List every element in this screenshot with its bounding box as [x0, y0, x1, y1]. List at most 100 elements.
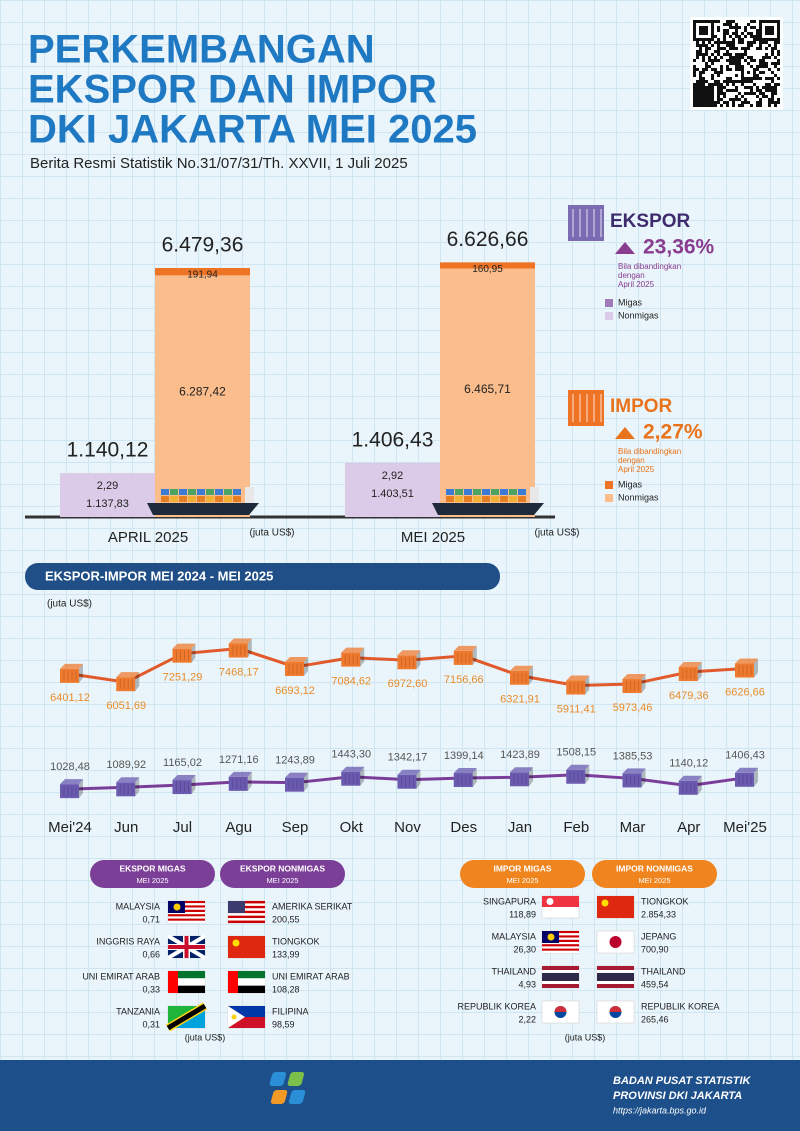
- cube-front: [397, 774, 417, 789]
- table-period: MEI 2025: [638, 876, 670, 885]
- flag-part: [228, 901, 245, 913]
- country-value: 2,22: [518, 1014, 536, 1024]
- x-tick-label: Agu: [225, 819, 252, 836]
- container-icon: [568, 390, 604, 426]
- flag-part: [168, 914, 205, 917]
- flag-part: [168, 978, 205, 986]
- country-value: 26,30: [513, 944, 536, 954]
- cube-top: [60, 779, 83, 785]
- ship-container: [224, 496, 232, 502]
- bps-logo: [269, 1072, 306, 1104]
- ship-container: [491, 489, 499, 495]
- point-marker: [60, 779, 83, 799]
- table-title: EKSPOR NONMIGAS: [240, 863, 325, 873]
- point-marker: [397, 769, 421, 789]
- cube-front: [622, 679, 642, 694]
- country-name: FILIPINA: [272, 1006, 309, 1016]
- value-label: 1140,12: [669, 758, 708, 770]
- ship-bridge: [245, 487, 254, 503]
- country-value: 133,99: [272, 949, 300, 959]
- flag-part: [168, 971, 205, 979]
- flag: [166, 934, 207, 960]
- point-marker: [172, 775, 196, 795]
- flag-part: [601, 899, 609, 907]
- flag: [541, 930, 580, 954]
- point-marker: [735, 658, 758, 678]
- cube-side: [754, 767, 758, 787]
- flag-part: [228, 913, 265, 916]
- change-value: 2,27%: [643, 421, 703, 444]
- value-label: 7084,62: [331, 676, 371, 688]
- category-label: MEI 2025: [401, 529, 465, 546]
- footer-url: https://jakarta.bps.go.id: [613, 1105, 707, 1115]
- table-period: MEI 2025: [506, 876, 538, 885]
- cube-top: [228, 771, 252, 777]
- flag-part: [168, 971, 178, 993]
- flag-part: [228, 918, 265, 921]
- value-label: 1028,48: [50, 761, 90, 773]
- bar-segment: [155, 275, 250, 517]
- segment-label: 2,29: [97, 480, 118, 492]
- flag-part: [542, 935, 579, 938]
- ship-container: [509, 496, 517, 502]
- legend-label: Migas: [618, 297, 643, 307]
- value-label: 5911,41: [557, 703, 596, 715]
- cube-front: [397, 655, 417, 670]
- cube-front: [341, 771, 361, 786]
- value-label: 6321,91: [500, 694, 540, 706]
- value-label: 1271,16: [219, 754, 259, 766]
- segment-label: 2,92: [382, 470, 403, 482]
- total-label: 6.479,36: [162, 234, 244, 257]
- point-marker: [228, 771, 252, 791]
- point-marker: [622, 674, 646, 694]
- flag-part: [168, 912, 205, 915]
- ship-container: [455, 489, 463, 495]
- cube-side: [641, 674, 646, 694]
- ship-container: [491, 496, 499, 502]
- point-marker: [285, 656, 308, 676]
- cube-side: [697, 775, 702, 795]
- flag-part: [168, 907, 205, 910]
- cube-side: [754, 658, 758, 678]
- ship-container: [206, 496, 214, 502]
- value-label: 1399,14: [444, 750, 484, 762]
- value-label: 1243,89: [275, 755, 315, 767]
- table-period: MEI 2025: [136, 876, 168, 885]
- country-value: 459,54: [641, 979, 669, 989]
- flag: [596, 1000, 635, 1024]
- cube-top: [678, 662, 702, 668]
- cube-side: [135, 672, 140, 692]
- country-name: MALAYSIA: [492, 931, 536, 941]
- flag-part: [542, 933, 579, 936]
- cube-front: [453, 773, 473, 788]
- cube-top: [566, 675, 590, 681]
- ship-container: [509, 489, 517, 495]
- cube-front: [566, 680, 586, 695]
- cube-front: [172, 780, 192, 795]
- cube-top: [172, 775, 196, 781]
- legend-swatch: [605, 312, 613, 320]
- cube-front: [566, 769, 586, 784]
- value-label: 6479,36: [669, 690, 709, 702]
- ship-container: [482, 489, 490, 495]
- country-name: INGGRIS RAYA: [96, 936, 160, 946]
- x-tick-label: Feb: [563, 819, 589, 836]
- cube-front: [510, 772, 529, 787]
- country-value: 2.854,33: [641, 909, 676, 919]
- country-name: UNI EMIRAT ARAB: [272, 971, 350, 981]
- ship-container: [464, 489, 472, 495]
- flag-part: [542, 931, 579, 934]
- legend-label: Nonmigas: [618, 310, 659, 320]
- flag-part: [228, 901, 265, 904]
- country-value: 0,66: [142, 949, 160, 959]
- ship-container: [455, 496, 463, 502]
- country-value: 265,46: [641, 1014, 669, 1024]
- x-tick-label: Okt: [340, 819, 364, 836]
- country-name: AMERIKA SERIKAT: [272, 901, 353, 911]
- ship-container: [482, 496, 490, 502]
- segment-label: 160,95: [472, 264, 503, 275]
- flag-part: [228, 903, 265, 906]
- value-label: 6693,12: [275, 685, 315, 697]
- unit-label: (juta US$): [249, 528, 294, 539]
